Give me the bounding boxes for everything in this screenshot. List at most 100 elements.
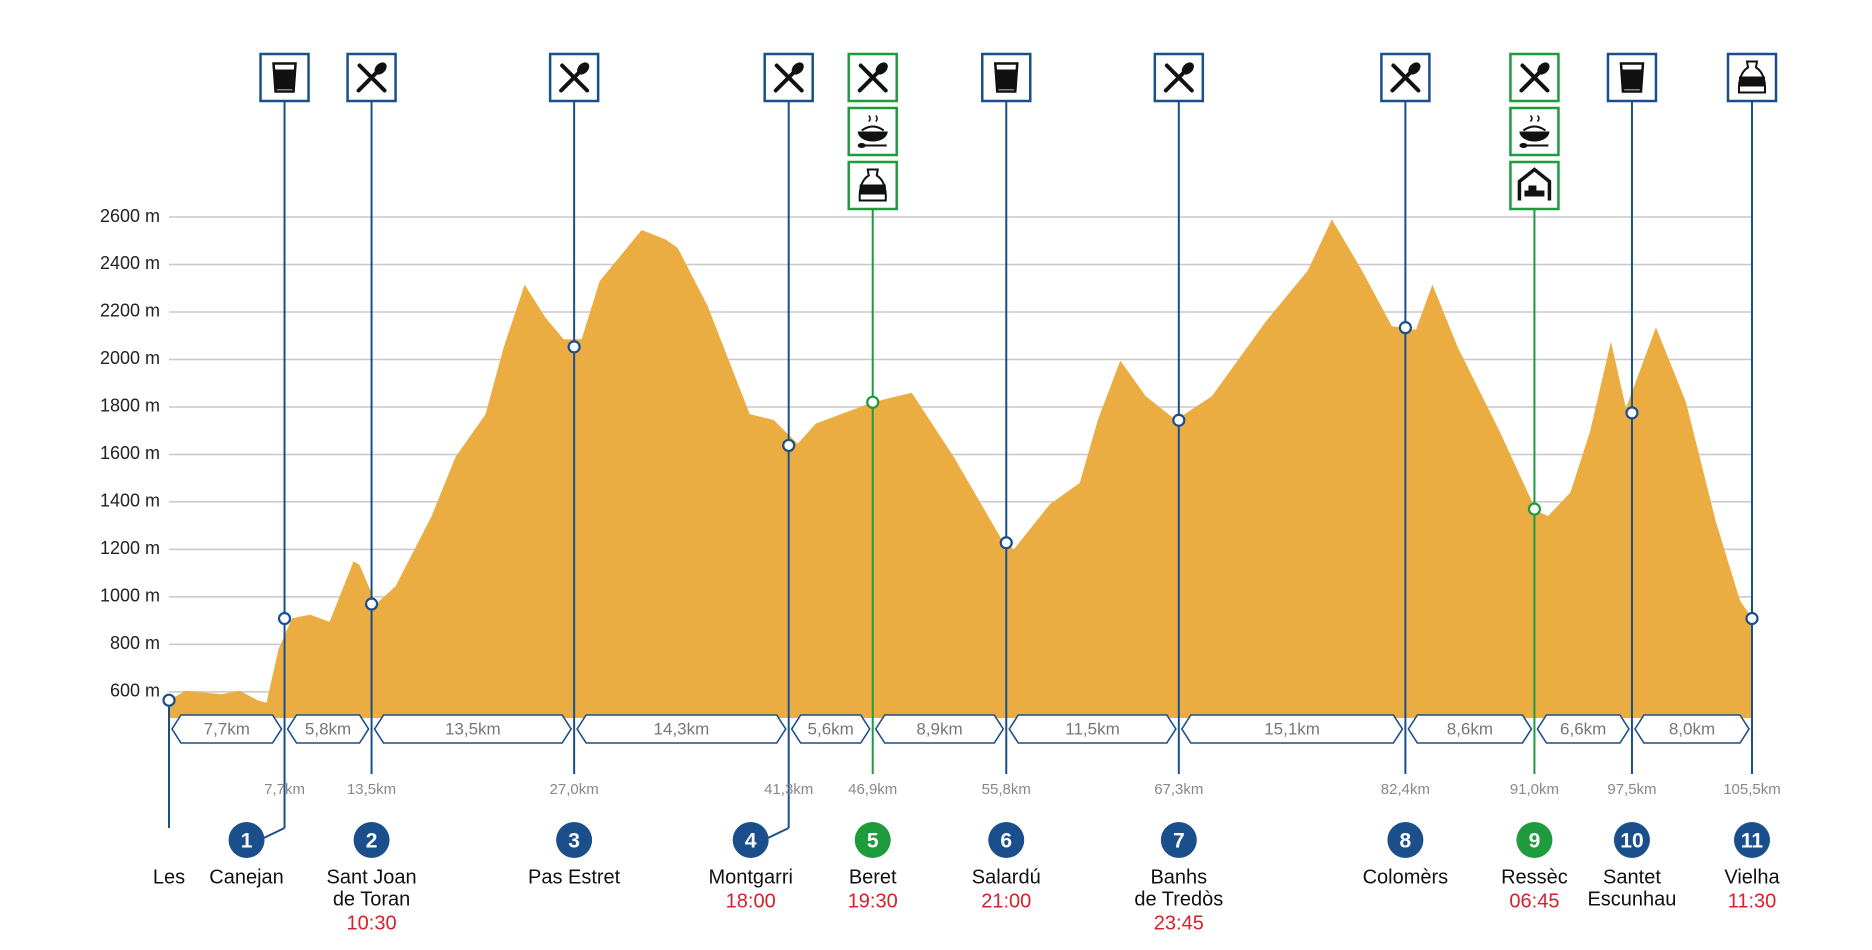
checkpoint-name: Colomèrs — [1363, 866, 1449, 888]
checkpoint-number-badge — [1516, 822, 1553, 858]
bowl-icon — [857, 131, 888, 142]
checkpoint-number: 11 — [1741, 830, 1764, 853]
hut-icon — [1517, 167, 1552, 201]
fork-head-icon — [1537, 62, 1550, 75]
segment-band — [1536, 714, 1630, 744]
steam-icon — [868, 114, 878, 123]
checkpoint-number: 2 — [366, 830, 378, 853]
segment-distance: 14,3km — [654, 719, 710, 738]
segment-distance: 5,6km — [808, 719, 854, 738]
glass-icon — [1619, 62, 1645, 93]
spoon-head-icon — [1519, 143, 1528, 148]
bag-band-icon — [1739, 76, 1765, 87]
checkpoint-number-badge — [732, 822, 769, 858]
checkpoint-km: 97,5km — [1607, 781, 1656, 798]
checkpoint-name: de Tredòs — [1134, 888, 1223, 910]
segment-distance: 5,8km — [305, 719, 351, 738]
checkpoint-name: Pas Estret — [528, 866, 621, 888]
drink-icon — [1621, 69, 1642, 90]
checkpoint-marker — [1625, 406, 1639, 420]
checkpoint-name: Santet — [1603, 866, 1661, 888]
checkpoint-name: Banhs — [1150, 866, 1207, 888]
checkpoint-km: 55,8km — [982, 781, 1031, 798]
fork-head-icon — [875, 62, 888, 75]
y-tick-label: 1800 m — [100, 396, 160, 416]
drink-icon — [996, 69, 1017, 90]
fork-head-icon — [577, 62, 590, 75]
checkpoint-time: 21:00 — [981, 890, 1031, 912]
checkpoint-time: 23:45 — [1154, 912, 1204, 934]
icon-frame — [1509, 106, 1560, 157]
checkpoint-km: 13,5km — [347, 781, 396, 798]
fork-icon — [1519, 69, 1543, 93]
food-icon — [1522, 125, 1547, 132]
steam-icon — [1529, 114, 1540, 123]
y-tick-label: 800 m — [110, 633, 160, 653]
checkpoint-number-badge — [988, 822, 1025, 858]
service-icon — [346, 52, 397, 103]
y-tick-label: 2000 m — [100, 348, 160, 368]
icon-frame — [763, 52, 814, 103]
checkpoint-number: 6 — [1000, 830, 1012, 853]
checkpoint-name: Montgarri — [708, 866, 792, 888]
checkpoint-time: 06:45 — [1509, 890, 1559, 912]
service-icon — [1509, 52, 1560, 103]
segment-distance: 8,0km — [1669, 719, 1715, 738]
bowl-icon — [1519, 131, 1550, 142]
checkpoint-number: 4 — [745, 830, 757, 853]
y-tick-label: 1600 m — [100, 443, 160, 463]
elevation-area — [169, 219, 1752, 719]
checkpoint-marker — [999, 536, 1013, 550]
checkpoint-name: Les — [153, 866, 185, 888]
checkpoint-number-badge — [1613, 822, 1650, 858]
checkpoint-number-badge — [353, 822, 390, 858]
service-icon — [1153, 52, 1205, 103]
segment-band — [874, 714, 1005, 744]
y-tick-label: 2600 m — [100, 206, 160, 226]
checkpoint-number: 8 — [1400, 830, 1412, 853]
icon-frame — [1153, 52, 1205, 103]
segment-band — [1180, 714, 1404, 744]
checkpoint-number: 3 — [568, 830, 580, 853]
fork-icon — [1163, 69, 1187, 93]
checkpoint-number: 5 — [867, 830, 879, 853]
segment-distance: 7,7km — [204, 719, 250, 738]
checkpoint-marker — [1172, 413, 1186, 427]
checkpoint-marker — [782, 438, 796, 453]
checkpoint-number: 7 — [1173, 830, 1185, 853]
checkpoint-marker — [1745, 611, 1759, 626]
service-icon — [847, 160, 898, 211]
checkpoint-number-badge — [1387, 822, 1424, 858]
service-icon — [1606, 52, 1658, 103]
checkpoint-name: Vielha — [1724, 866, 1780, 888]
checkpoint-km: 91,0km — [1510, 781, 1559, 798]
checkpoint-number-badge — [1734, 822, 1770, 858]
fork-head-icon — [1408, 62, 1421, 75]
checkpoint-name: Salardú — [972, 866, 1041, 888]
fork-icon — [356, 69, 380, 93]
checkpoint-marker — [567, 340, 581, 354]
fork-head-icon — [1181, 62, 1194, 75]
checkpoint-number-badge — [1160, 822, 1197, 858]
service-icon — [1726, 52, 1778, 103]
segment-distance: 11,5km — [1065, 719, 1120, 738]
checkpoint-km: 7,7km — [264, 781, 305, 798]
checkpoint-km: 46,9km — [848, 781, 897, 798]
service-icon — [1509, 106, 1560, 157]
checkpoint-km: 82,4km — [1381, 781, 1430, 798]
service-icon — [548, 52, 600, 103]
checkpoint-marker — [866, 395, 880, 409]
fork-icon — [1390, 69, 1414, 93]
service-icon — [981, 52, 1032, 103]
checkpoint-marker — [277, 611, 292, 626]
checkpoint-marker — [364, 597, 379, 611]
bag-band-icon — [859, 184, 886, 195]
segment-band — [373, 714, 573, 744]
service-icon — [763, 52, 814, 103]
checkpoint-name: Canejan — [209, 866, 284, 888]
segment-distance: 13,5km — [445, 719, 501, 738]
segment-distance: 8,9km — [916, 719, 962, 738]
bed-icon — [1524, 190, 1545, 197]
glass-icon — [272, 62, 297, 93]
y-tick-label: 2200 m — [100, 301, 160, 321]
